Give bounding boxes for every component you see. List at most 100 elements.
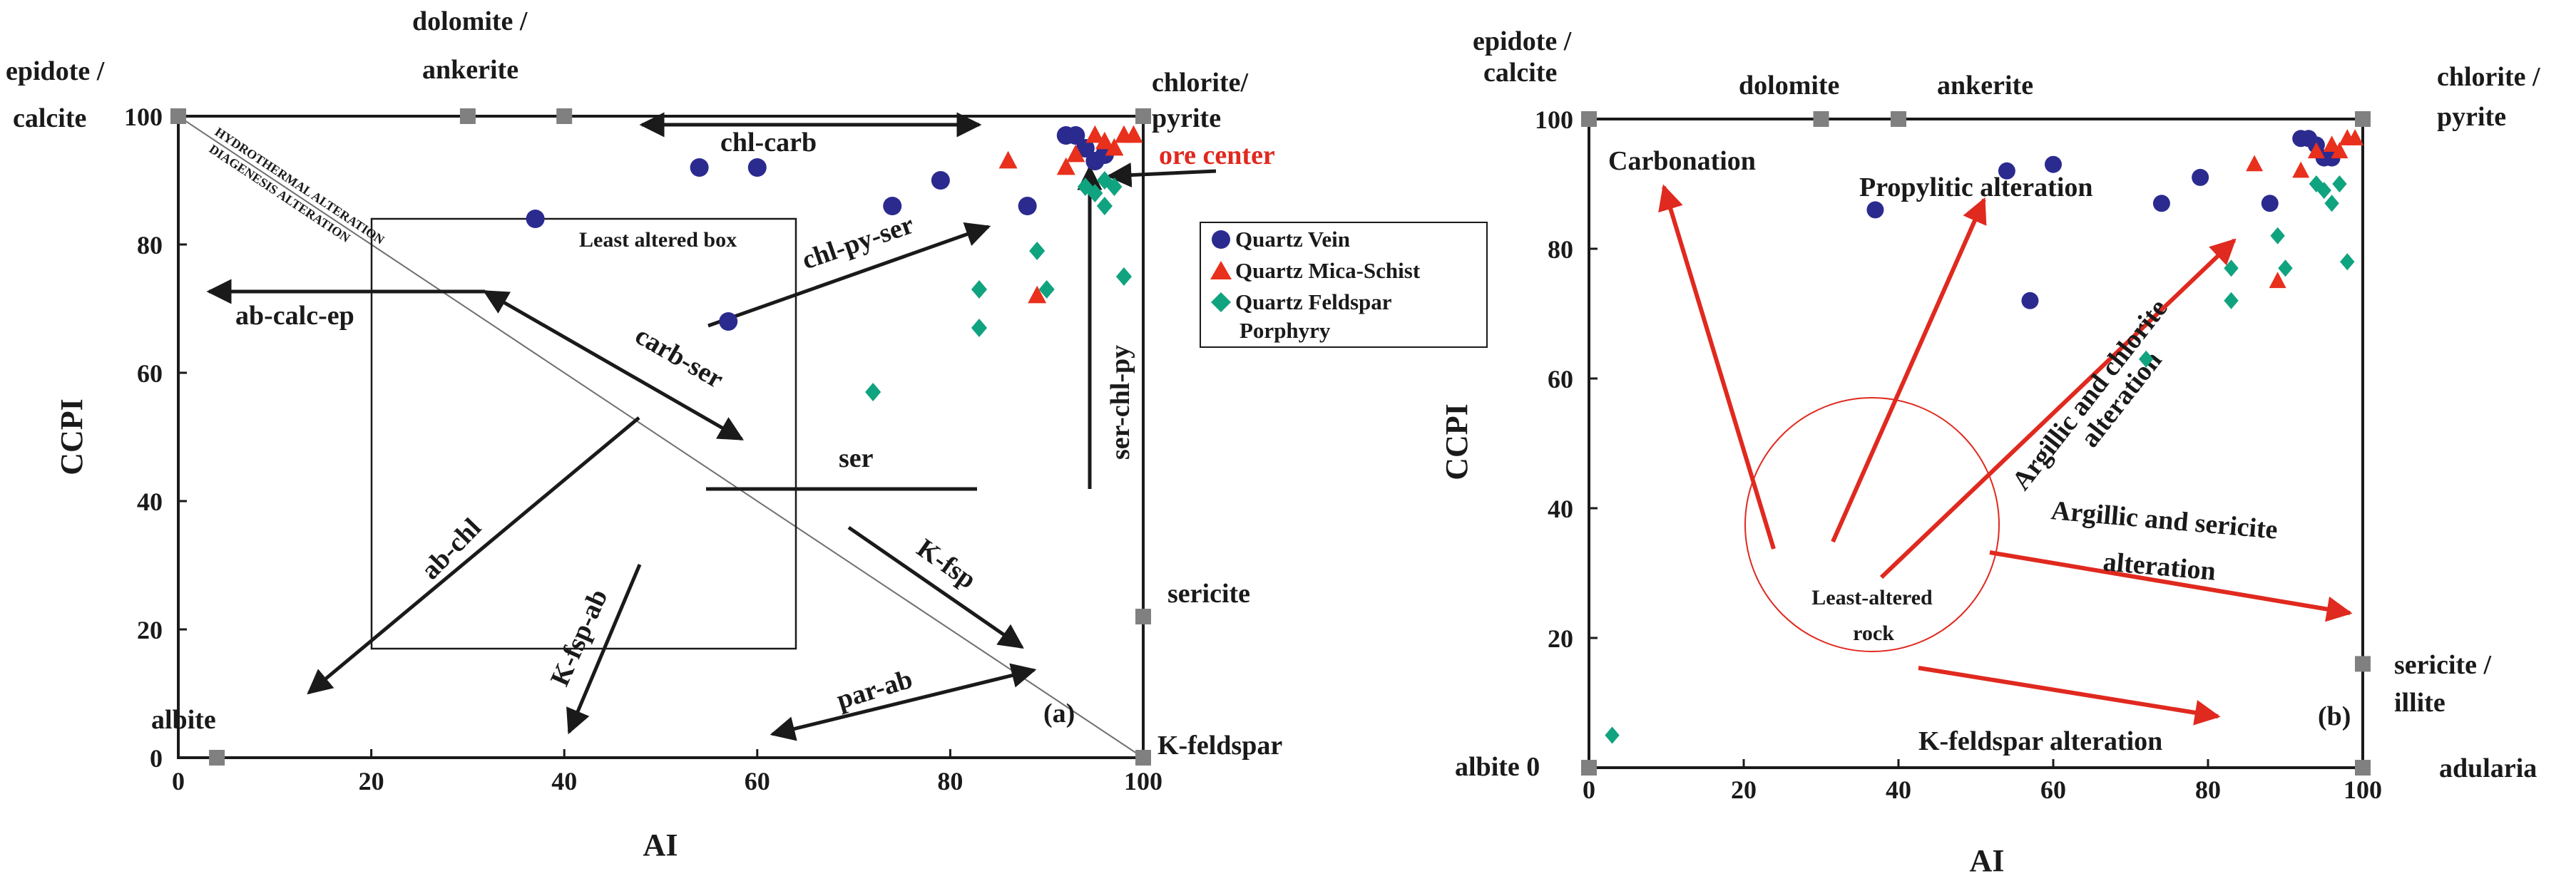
- x-tick-label: 60: [745, 767, 770, 795]
- x-tick-label: 80: [937, 767, 963, 795]
- x-tick-label: 20: [1731, 776, 1757, 804]
- trend-label-k-feldspar: K-feldspar alteration: [1918, 726, 2162, 756]
- data-point-feldspar_porphyry: [2340, 253, 2355, 271]
- data-point-mica_schist: [2323, 135, 2341, 152]
- trend-label-chl-carb: chl-carb: [720, 128, 817, 158]
- endmember-marker: [459, 108, 476, 124]
- ticks-b: 0 20 40 60 80 100 20 40 60 80 100: [1535, 105, 2382, 804]
- legend-label-quartz-vein: Quartz Vein: [1235, 227, 1350, 252]
- endmember-label-adularia-b: adularia: [2439, 753, 2537, 783]
- data-point-quartz_vein: [1866, 201, 1884, 219]
- legend-label-porphyry: Porphyry: [1240, 318, 1331, 343]
- legend-a: Quartz Vein Quartz Mica-Schist Quartz Fe…: [1200, 222, 1488, 348]
- trend-label-chl-py-ser: chl-py-ser: [798, 210, 917, 276]
- arrow-propylitic: [1831, 197, 1987, 543]
- diagenesis-label: DIAGENESIS ALTERATION: [207, 142, 353, 245]
- endmembers-a: [170, 108, 1151, 766]
- x-tick-label: 60: [2040, 776, 2066, 804]
- data-point-feldspar_porphyry: [2332, 175, 2347, 192]
- trend-label-argillic-sericite: Argillic and sericite: [2050, 495, 2279, 545]
- data-point-mica_schist: [2307, 142, 2325, 159]
- endmember-label-epidote-b: epidote /: [1473, 26, 1572, 56]
- endmember-label-ankerite-b: ankerite: [1937, 71, 2033, 101]
- trend-label-carbonation: Carbonation: [1608, 146, 1756, 176]
- data-point-mica_schist: [1124, 125, 1143, 143]
- x-axis-label-a: AI: [643, 828, 678, 862]
- y-tick-label: 20: [1548, 624, 1573, 653]
- endmember-label-epidote: epidote /: [6, 56, 105, 86]
- points-a: [526, 125, 1143, 401]
- endmember-label-dolomite-b: dolomite: [1739, 71, 1839, 101]
- endmember-label-k-feldspar: K-feldspar: [1157, 731, 1282, 761]
- arrow-argillic-sericite: [1989, 550, 2353, 622]
- legend-marker-mica-schist: [1210, 261, 1232, 279]
- data-point-quartz_vein: [883, 197, 902, 215]
- data-point-feldspar_porphyry: [971, 319, 988, 337]
- y-axis-label-a: CCPI: [54, 398, 89, 475]
- trend-label-ser-chl-py: ser-chl-py: [1105, 345, 1135, 460]
- arrow-par-ab: [770, 663, 1037, 741]
- panel-b: Least-altered rock Carbonation Propyliti…: [1439, 26, 2540, 878]
- y-tick-label: 80: [1548, 235, 1573, 264]
- y-axis-label-b: CCPI: [1439, 403, 1474, 480]
- endmember-label-illite-b: illite: [2394, 688, 2445, 718]
- endmember-label-pyrite: pyrite: [1152, 103, 1221, 133]
- data-point-feldspar_porphyry: [2224, 259, 2239, 277]
- panel-label-a: (a): [1043, 699, 1075, 728]
- trend-label-argillic-chlorite: Argillic and chlorite: [2006, 294, 2174, 496]
- data-point-feldspar_porphyry: [1029, 242, 1046, 260]
- x-axis-label-b: AI: [1970, 843, 2005, 878]
- data-point-feldspar_porphyry: [2139, 350, 2154, 368]
- endmember-marker: [1813, 111, 1829, 127]
- x-tick-label: 40: [1886, 776, 1911, 804]
- trend-label-ab-calc-ep: ab-calc-ep: [235, 301, 354, 331]
- data-point-quartz_vein: [931, 171, 950, 190]
- trend-label-k-fsp: K-fsp: [911, 533, 981, 594]
- endmember-label-sericite: sericite: [1167, 579, 1250, 609]
- endmember-label-dolomite: dolomite /: [412, 6, 528, 36]
- data-point-feldspar_porphyry: [1087, 184, 1103, 202]
- least-altered-box: [370, 217, 797, 650]
- data-point-quartz_vein: [1066, 126, 1085, 145]
- arrow-ab-chl: [307, 416, 640, 695]
- arrow-k-fsp-ab: [566, 564, 642, 735]
- endmember-label-calcite: calcite: [13, 103, 86, 133]
- endmember-label-chlorite: chlorite/: [1152, 68, 1249, 98]
- data-point-mica_schist: [1105, 138, 1124, 156]
- data-point-quartz_vein: [2021, 292, 2039, 309]
- data-point-feldspar_porphyry: [1106, 177, 1123, 196]
- arrow-carbonation: [1658, 184, 1776, 550]
- trend-label-k-fsp-ab: K-fsp-ab: [545, 584, 614, 690]
- panel-b-plot-frame: [1588, 118, 2364, 769]
- arrow-carb-ser: [482, 289, 745, 441]
- y-tick-label: 60: [1548, 365, 1573, 393]
- y-tick-label: 0: [150, 744, 163, 773]
- x-tick-label: 100: [1124, 767, 1162, 795]
- data-point-quartz_vein: [2261, 195, 2279, 212]
- x-tick-label: 20: [359, 767, 384, 795]
- data-point-mica_schist: [1066, 144, 1085, 163]
- endmember-marker: [1135, 108, 1151, 124]
- data-point-feldspar_porphyry: [1115, 267, 1132, 286]
- data-point-feldspar_porphyry: [865, 383, 881, 401]
- data-point-quartz_vein: [747, 158, 767, 177]
- data-point-quartz_vein: [2045, 155, 2062, 173]
- data-point-quartz_vein: [719, 312, 738, 331]
- data-point-quartz_vein: [690, 158, 709, 177]
- endmember-marker: [1581, 111, 1597, 127]
- y-tick-label: 100: [124, 103, 163, 131]
- data-point-quartz_vein: [526, 210, 545, 228]
- data-point-feldspar_porphyry: [2278, 259, 2293, 277]
- least-altered-label-rock: rock: [1853, 622, 1894, 645]
- data-point-mica_schist: [2346, 129, 2364, 145]
- trend-label-argillic-sericite-2: alteration: [2102, 547, 2217, 587]
- endmembers-b: [1581, 111, 2371, 776]
- data-point-quartz_vein: [1998, 162, 2015, 180]
- endmember-marker: [2355, 111, 2371, 127]
- legend-box: [1200, 222, 1488, 348]
- endmember-marker: [1135, 609, 1151, 624]
- data-point-quartz_vein: [2152, 195, 2170, 212]
- data-point-feldspar_porphyry: [1038, 280, 1055, 299]
- y-tick-label: 20: [137, 616, 163, 644]
